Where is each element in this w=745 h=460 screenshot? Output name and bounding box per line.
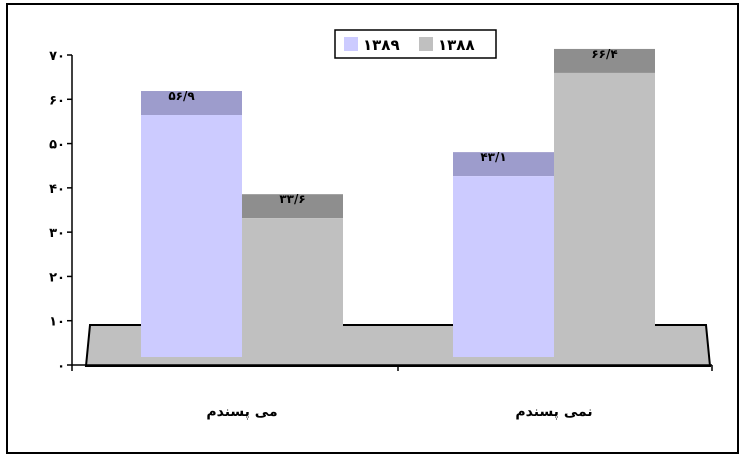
y-tick-label: ۵۰ xyxy=(49,138,65,153)
legend-swatch xyxy=(419,37,433,51)
x-tick-label: نمی پسندم xyxy=(515,404,592,420)
y-tick-label: ۱۰ xyxy=(49,315,65,330)
legend-swatch xyxy=(344,37,358,51)
data-label: ۴۳/۱ xyxy=(480,150,506,164)
bar xyxy=(453,176,554,357)
bar-top xyxy=(453,152,554,177)
y-tick-label: ۴۰ xyxy=(49,182,65,197)
data-label: ۳۳/۶ xyxy=(279,192,305,206)
y-tick-label: ۲۰ xyxy=(49,270,65,285)
legend-label: ۱۳۸۸ xyxy=(438,36,475,54)
legend: ۱۳۸۹ ۱۳۸۸ xyxy=(334,29,497,59)
data-label: ۵۶/۹ xyxy=(168,89,195,103)
bar-top xyxy=(242,194,343,219)
bar-top xyxy=(141,91,242,116)
bar-top xyxy=(554,48,655,73)
y-tick-label: ۳۰ xyxy=(49,226,65,241)
y-tick-label: ۰ xyxy=(57,359,65,374)
bar xyxy=(242,218,343,357)
legend-box xyxy=(334,29,497,59)
legend-label: ۱۳۸۹ xyxy=(363,36,400,54)
y-tick-label: ۷۰ xyxy=(49,49,65,64)
x-tick-label: می پسندم xyxy=(206,404,277,420)
bar xyxy=(554,72,655,357)
data-label: ۶۶/۴ xyxy=(591,47,617,61)
y-tick-label: ۶۰ xyxy=(49,93,65,108)
bar xyxy=(141,115,242,357)
